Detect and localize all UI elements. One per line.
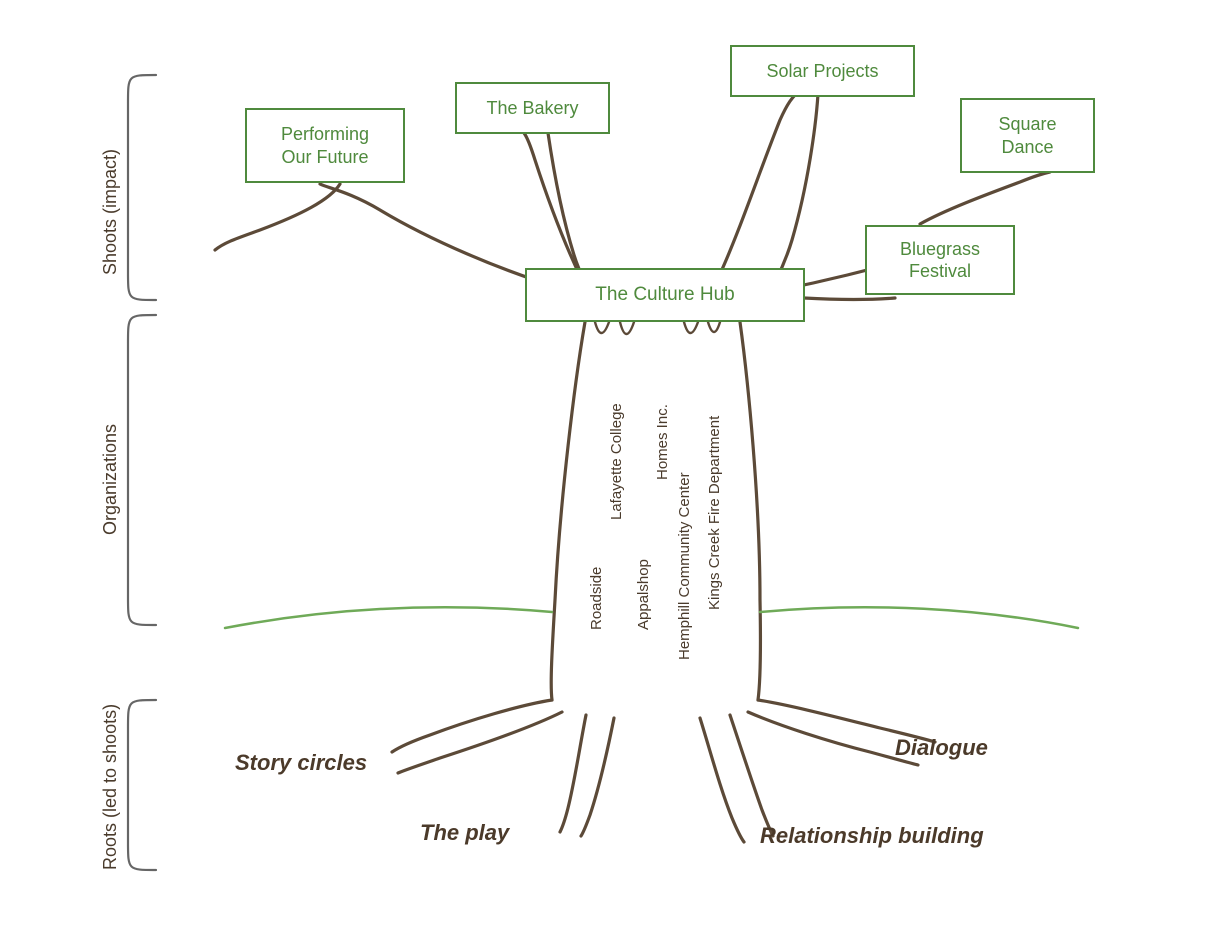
section-label-roots: Roots (led to shoots)	[100, 704, 121, 870]
hub-box-label: The Culture Hub	[595, 283, 734, 307]
shoot-box-label: PerformingOur Future	[281, 123, 369, 168]
section-label-organizations: Organizations	[100, 424, 121, 535]
shoot-box-solar: Solar Projects	[730, 45, 915, 97]
root-label-story-circles: Story circles	[235, 750, 367, 776]
shoot-box-bakery: The Bakery	[455, 82, 610, 134]
trunk-org: Lafayette College	[608, 403, 625, 520]
root-label-relationship-building: Relationship building	[760, 823, 984, 849]
shoot-box-label: SquareDance	[998, 113, 1056, 158]
trunk-org: Hemphill Community Center	[676, 472, 693, 660]
shoot-box-bluegrass: BluegrassFestival	[865, 225, 1015, 295]
trunk-org: Kings Creek Fire Department	[706, 416, 723, 610]
shoot-box-label: Solar Projects	[766, 60, 878, 83]
hub-box: The Culture Hub	[525, 268, 805, 322]
trunk-org: Homes Inc.	[654, 404, 671, 480]
shoot-box-square-dance: SquareDance	[960, 98, 1095, 173]
trunk-org: Roadside	[588, 567, 605, 630]
shoot-box-performing-our-future: PerformingOur Future	[245, 108, 405, 183]
trunk-org: Appalshop	[635, 559, 652, 630]
shoot-box-label: BluegrassFestival	[900, 238, 980, 283]
root-label-the-play: The play	[420, 820, 509, 846]
root-label-dialogue: Dialogue	[895, 735, 988, 761]
section-label-shoots: Shoots (impact)	[100, 149, 121, 275]
shoot-box-label: The Bakery	[486, 97, 578, 120]
